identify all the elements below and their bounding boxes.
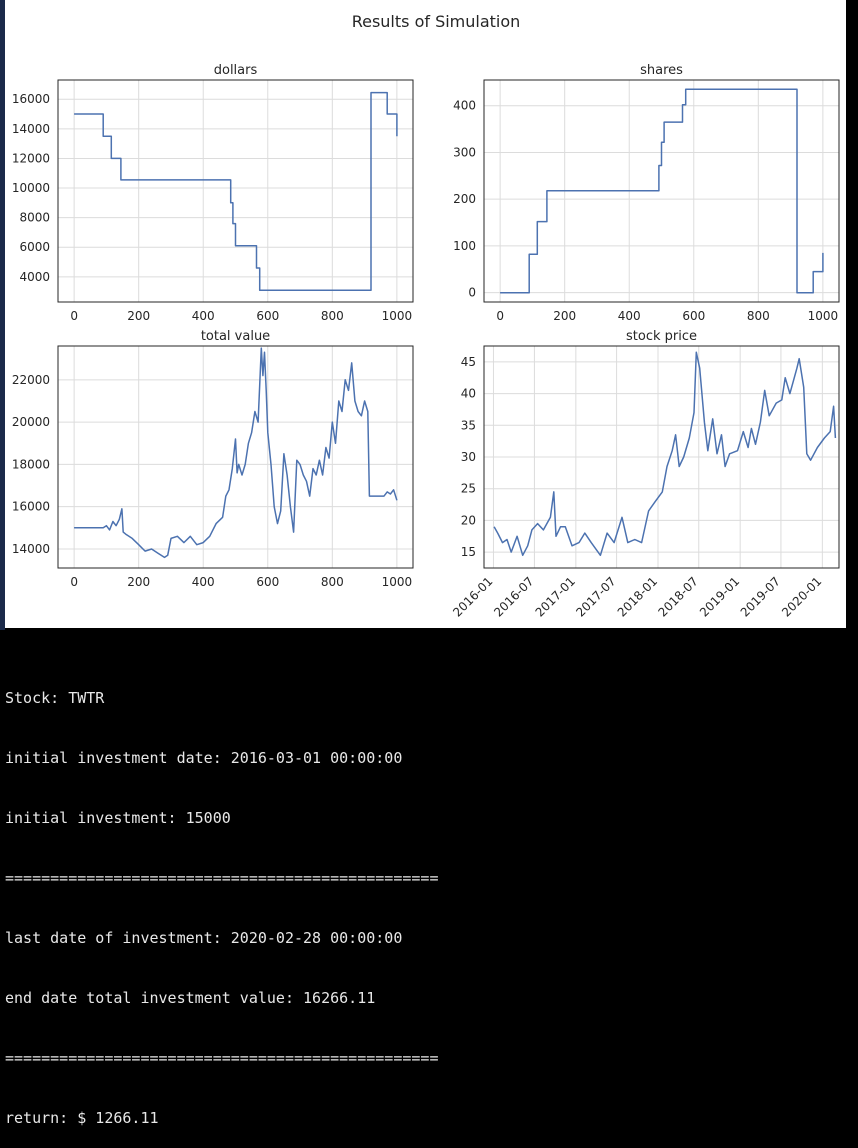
series-line: [74, 347, 398, 559]
axes-frame: [57, 345, 414, 569]
console-line-return: return: $ 1266.11: [5, 1109, 159, 1127]
y-tick-label: 35: [461, 418, 476, 432]
x-tick-label: 400: [618, 309, 641, 323]
y-tick-label: 20000: [12, 415, 50, 429]
y-tick-label: 6000: [19, 240, 50, 254]
axes-frame: [57, 79, 414, 303]
x-tick-label: 2019-07: [738, 574, 783, 619]
y-tick-label: 100: [453, 239, 476, 253]
chart-stock-price: stock price152025303540452016-012016-072…: [450, 329, 840, 620]
x-tick-label: 0: [70, 575, 78, 589]
y-tick-label: 400: [453, 99, 476, 113]
y-tick-label: 45: [461, 355, 476, 369]
x-tick-label: 1000: [382, 309, 413, 323]
axes-frame: [483, 345, 840, 569]
series-line: [74, 91, 398, 291]
x-tick-label: 2017-01: [533, 574, 578, 619]
series-line: [493, 351, 837, 557]
x-tick-label: 2017-07: [573, 574, 618, 619]
x-tick-label: 2016-01: [450, 574, 495, 619]
chart-title: dollars: [214, 63, 258, 78]
x-tick-label: 400: [192, 309, 215, 323]
y-tick-label: 300: [453, 145, 476, 159]
x-tick-label: 600: [682, 309, 705, 323]
y-tick-label: 25: [461, 482, 476, 496]
x-tick-label: 200: [553, 309, 576, 323]
chart-shares: shares 0 100 200 300 400 0 200 400 600 800 1000: [453, 63, 840, 323]
x-tick-label: 2019-01: [697, 574, 742, 619]
y-tick-label: 22000: [12, 373, 50, 387]
chart-title: shares: [640, 63, 683, 78]
y-tick-label: 18000: [12, 457, 50, 471]
x-tick-label: 2020-01: [779, 574, 824, 619]
x-tick-label: 0: [70, 309, 78, 323]
y-tick-label: 15: [461, 545, 476, 559]
series-line: [500, 88, 824, 294]
y-tick-label: 0: [468, 286, 476, 300]
x-tick-label: 2018-07: [656, 574, 701, 619]
y-tick-label: 20: [461, 513, 476, 527]
console-line-end-value: end date total investment value: 16266.1…: [5, 989, 376, 1007]
x-tick-label: 1000: [808, 309, 839, 323]
y-tick-label: 10000: [12, 181, 50, 195]
x-tick-label: 200: [127, 575, 150, 589]
y-tick-label: 8000: [19, 211, 50, 225]
y-tick-label: 12000: [12, 151, 50, 165]
x-tick-label: 0: [496, 309, 504, 323]
console-output: Stock: TWTR initial investment date: 201…: [5, 648, 850, 1148]
chart-title: stock price: [626, 329, 697, 344]
chart-total-value: total value 14000 16000 18000 20000 22000 0 200…: [12, 329, 414, 589]
x-tick-label: 400: [192, 575, 215, 589]
console-line-stock: Stock: TWTR: [5, 689, 105, 707]
console-line-initial-investment: initial investment: 15000: [5, 809, 231, 827]
y-tick-label: 16000: [12, 92, 50, 106]
axes-frame: [483, 79, 840, 303]
x-tick-label: 200: [127, 309, 150, 323]
console-line-last-date: last date of investment: 2020-02-28 00:0…: [5, 929, 403, 947]
x-tick-label: 2018-01: [615, 574, 660, 619]
y-tick-label: 14000: [12, 122, 50, 136]
x-tick-label: 800: [321, 309, 344, 323]
simulation-figure: Results of Simulation dollars 4000 6000 800…: [5, 0, 846, 628]
console-separator: ========================================…: [5, 869, 439, 887]
window-edge: [0, 0, 5, 630]
chart-dollars: dollars 4000 6000 8000 10000 12000 14000 16000 0…: [12, 63, 414, 323]
y-tick-label: 30: [461, 450, 476, 464]
x-tick-label: 800: [321, 575, 344, 589]
x-tick-label: 600: [256, 575, 279, 589]
y-tick-label: 200: [453, 192, 476, 206]
console-line-initial-date: initial investment date: 2016-03-01 00:0…: [5, 749, 403, 767]
y-tick-label: 16000: [12, 500, 50, 514]
figure-canvas: Results of Simulation dollars40006000800…: [12, 12, 840, 620]
x-tick-label: 800: [747, 309, 770, 323]
chart-title: total value: [201, 329, 270, 344]
x-tick-label: 1000: [382, 575, 413, 589]
x-tick-label: 600: [256, 309, 279, 323]
figure-suptitle: Results of Simulation: [352, 12, 521, 31]
y-tick-label: 14000: [12, 542, 50, 556]
console-separator: ========================================…: [5, 1049, 439, 1067]
x-tick-label: 2016-07: [491, 574, 536, 619]
y-tick-label: 4000: [19, 270, 50, 284]
y-tick-label: 40: [461, 387, 476, 401]
